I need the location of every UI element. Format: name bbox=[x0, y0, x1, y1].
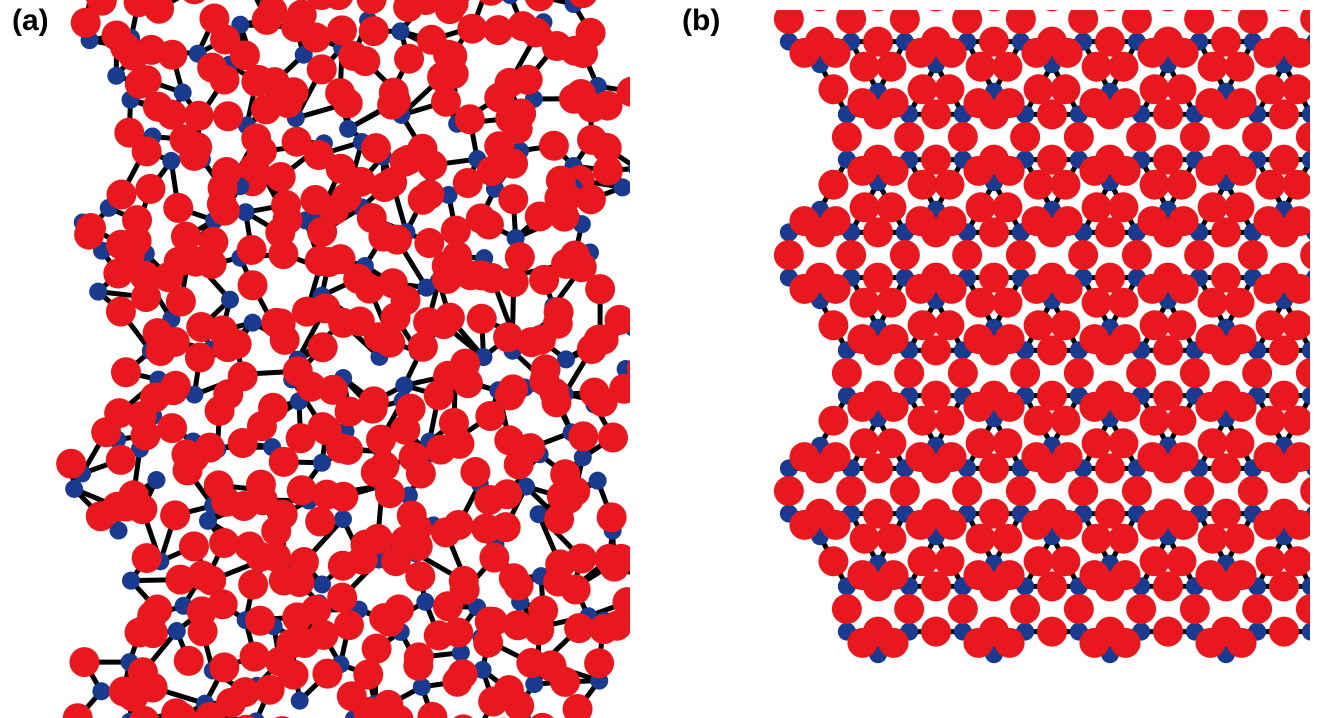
panel-a-label: (a) bbox=[12, 4, 49, 38]
panel-b-label: (b) bbox=[682, 4, 720, 38]
panel-a-network bbox=[50, 0, 630, 718]
figure-root: (a) (b) bbox=[0, 0, 1326, 718]
panel-b-network bbox=[730, 10, 1310, 710]
